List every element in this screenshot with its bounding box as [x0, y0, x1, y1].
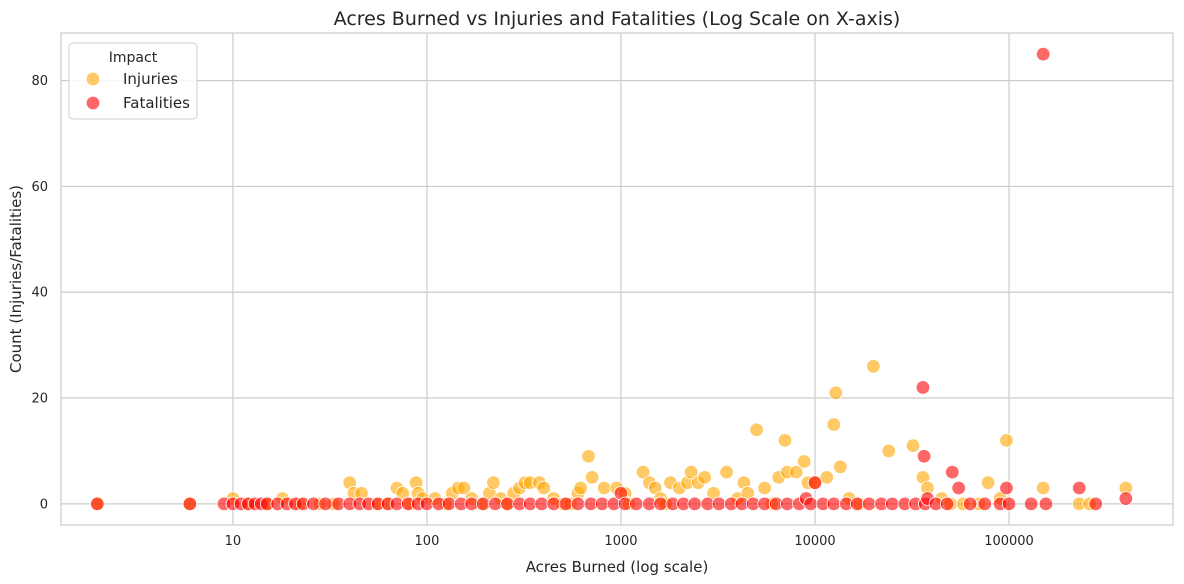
- data-point-injuries: [797, 454, 812, 469]
- data-point-fatalities: [1088, 496, 1103, 512]
- data-point-injuries: [573, 480, 588, 496]
- data-point-fatalities: [182, 496, 198, 512]
- data-point-fatalities: [546, 496, 561, 512]
- series-fatalities: [90, 46, 1134, 512]
- data-point-injuries: [486, 475, 501, 490]
- data-point-fatalities: [962, 496, 978, 512]
- x-tick-label: 10000: [794, 534, 835, 549]
- data-point-fatalities: [885, 496, 900, 512]
- legend-box: [68, 42, 198, 120]
- data-point-injuries: [999, 433, 1014, 448]
- data-point-injuries: [1035, 480, 1051, 496]
- legend-label-fatalities: Fatalities: [123, 94, 190, 112]
- grid-lines: [61, 33, 1173, 525]
- y-axis-label: Count (Injuries/Fatalities): [7, 185, 25, 373]
- data-point-fatalities: [90, 496, 105, 512]
- data-point-fatalities: [441, 496, 457, 512]
- data-point-fatalities: [306, 496, 321, 512]
- data-point-injuries: [789, 464, 804, 480]
- data-point-injuries: [828, 385, 844, 400]
- data-point-injuries: [749, 422, 764, 437]
- data-point-injuries: [905, 438, 921, 453]
- data-point-fatalities: [945, 464, 960, 480]
- data-point-fatalities: [1035, 46, 1051, 62]
- data-point-fatalities: [916, 449, 932, 464]
- data-point-injuries: [597, 480, 612, 496]
- data-point-injuries: [881, 443, 896, 459]
- data-point-injuries: [866, 359, 881, 374]
- legend-label-injuries: Injuries: [123, 70, 178, 88]
- data-point-injuries: [683, 464, 699, 480]
- data-point-fatalities: [826, 496, 842, 512]
- y-axis-ticks: 0 20 40 60 80: [31, 74, 48, 512]
- data-point-injuries: [697, 470, 712, 485]
- data-point-fatalities: [939, 496, 955, 512]
- data-point-fatalities: [711, 496, 727, 512]
- y-tick-label: 60: [31, 180, 48, 195]
- data-points: [90, 46, 1134, 512]
- data-point-injuries: [635, 464, 651, 480]
- chart-title: Acres Burned vs Injuries and Fatalities …: [334, 8, 901, 30]
- y-tick-label: 40: [31, 286, 48, 301]
- data-point-fatalities: [629, 496, 644, 512]
- data-point-injuries: [819, 470, 834, 485]
- data-point-injuries: [536, 480, 551, 496]
- data-point-fatalities: [318, 496, 333, 512]
- data-point-injuries: [833, 459, 848, 475]
- data-point-fatalities: [570, 496, 586, 512]
- data-point-injuries: [719, 464, 734, 480]
- legend-title: Impact: [109, 50, 158, 66]
- legend-marker-fatalities: [85, 95, 101, 111]
- data-point-injuries: [456, 480, 472, 496]
- x-tick-label: 10: [225, 534, 242, 549]
- y-tick-label: 80: [31, 74, 48, 89]
- data-point-injuries: [581, 449, 596, 464]
- legend-marker-injuries: [85, 71, 101, 87]
- series-injuries: [90, 359, 1134, 512]
- data-point-fatalities: [803, 496, 818, 512]
- data-point-fatalities: [476, 496, 491, 512]
- legend-entries: Injuries Fatalities: [85, 70, 190, 112]
- data-point-fatalities: [1118, 491, 1134, 506]
- data-point-fatalities: [780, 496, 795, 512]
- legend: Impact Injuries Fatalities: [68, 42, 198, 120]
- data-point-fatalities: [861, 496, 877, 512]
- data-point-fatalities: [1023, 496, 1039, 512]
- x-axis-ticks: 10 100 1000 10000 100000: [225, 534, 1034, 549]
- data-point-fatalities: [500, 496, 515, 512]
- data-point-fatalities: [977, 496, 992, 512]
- data-point-injuries: [777, 433, 793, 448]
- x-tick-label: 100000: [984, 534, 1034, 549]
- data-point-fatalities: [653, 496, 668, 512]
- data-point-fatalities: [558, 496, 574, 512]
- data-point-fatalities: [534, 496, 549, 512]
- data-point-injuries: [584, 470, 600, 485]
- x-tick-label: 100: [415, 534, 440, 549]
- x-axis-label: Acres Burned (log scale): [526, 558, 709, 576]
- data-point-fatalities: [687, 496, 702, 512]
- data-point-injuries: [826, 417, 842, 432]
- y-tick-label: 20: [31, 392, 48, 407]
- data-point-injuries: [757, 480, 772, 496]
- data-point-fatalities: [951, 480, 966, 496]
- x-tick-label: 1000: [604, 534, 637, 549]
- plot-frame: [60, 32, 1174, 526]
- data-point-fatalities: [1001, 496, 1017, 512]
- y-tick-label: 0: [40, 497, 48, 512]
- data-point-fatalities: [488, 496, 503, 512]
- data-point-fatalities: [915, 380, 931, 395]
- data-point-fatalities: [1038, 496, 1054, 512]
- data-point-fatalities: [999, 480, 1014, 496]
- data-point-fatalities: [1072, 480, 1087, 496]
- data-point-fatalities: [807, 475, 823, 490]
- data-point-injuries: [980, 475, 996, 490]
